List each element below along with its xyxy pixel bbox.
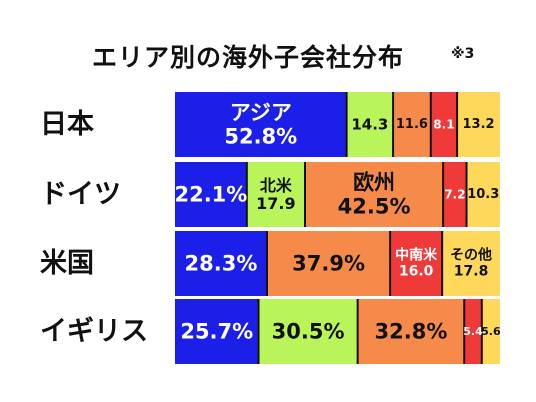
data-label: 11.6	[396, 117, 428, 132]
bar-segment	[258, 299, 358, 364]
data-label: 42.5%	[338, 195, 411, 219]
data-label: 52.8%	[224, 125, 297, 149]
bar-segment	[464, 299, 482, 364]
category-label: 日本	[40, 109, 94, 140]
data-label: 17.8	[454, 264, 489, 280]
data-label: 欧州	[353, 170, 395, 194]
bar-segment	[175, 92, 347, 157]
data-label: 7.2	[444, 188, 465, 202]
chart-title: エリア別の海外子会社分布	[92, 43, 405, 72]
category-label: 米国	[40, 248, 94, 279]
bar-segment	[481, 299, 500, 364]
data-label: 10.3	[467, 187, 499, 202]
data-label: 25.7%	[180, 320, 253, 344]
data-label: その他	[450, 246, 492, 263]
data-label: 14.3	[351, 116, 388, 134]
bar-segment	[443, 162, 467, 227]
data-label: 32.8%	[375, 320, 448, 344]
bar-segment	[266, 231, 391, 296]
data-label: 30.5%	[272, 320, 345, 344]
bar-segment	[457, 92, 500, 157]
bar-segment	[393, 92, 431, 157]
category-label: ドイツ	[40, 179, 121, 210]
data-label: 28.3%	[185, 252, 258, 276]
category-label: イギリス	[40, 316, 148, 347]
bar-segment	[346, 92, 394, 157]
data-label: 16.0	[399, 264, 434, 280]
bar-segment	[305, 162, 444, 227]
bar-segment	[390, 231, 443, 296]
bar-segment	[430, 92, 458, 157]
bar-segment	[466, 162, 500, 227]
data-label: 5.6	[481, 325, 501, 338]
data-label: 5.4	[463, 325, 483, 338]
data-label: 中南米	[395, 246, 438, 263]
data-label: 8.1	[433, 118, 454, 132]
bar-segment	[175, 299, 259, 364]
data-label: 13.2	[463, 117, 495, 132]
data-label: 北米	[260, 176, 293, 195]
data-label: 22.1%	[174, 183, 247, 207]
bar-segment	[442, 231, 500, 296]
chart-footnote-marker: ※3	[451, 46, 475, 62]
bar-segment	[175, 231, 267, 296]
data-label: アジア	[230, 100, 292, 124]
bar-segment	[357, 299, 465, 364]
bar-segment	[175, 162, 247, 227]
data-label: 17.9	[256, 194, 295, 213]
data-label: 37.9%	[292, 252, 365, 276]
bar-segment	[246, 162, 305, 227]
